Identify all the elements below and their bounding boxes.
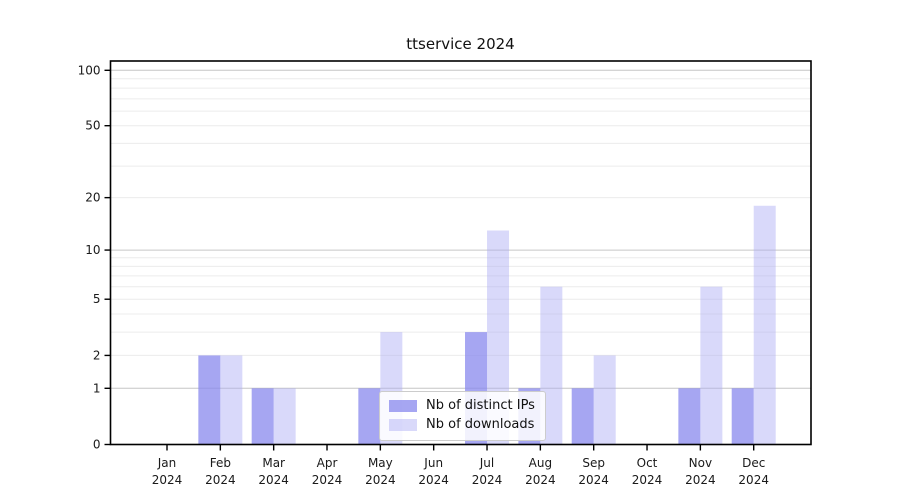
legend-swatch-distinct-ips (389, 400, 417, 412)
y-tick-label-10: 10 (85, 243, 100, 257)
x-tick-label-mar: Mar (262, 456, 285, 470)
x-tick-label-sep: Sep (582, 456, 605, 470)
bar-distinct-ips-mar (251, 388, 274, 445)
y-tick-label-20: 20 (85, 191, 100, 205)
x-tick-label-jan: Jan (157, 456, 177, 470)
bar-downloads-feb (220, 355, 243, 445)
y-tick-label-100: 100 (78, 63, 101, 77)
bar-distinct-ips-nov (678, 388, 701, 445)
legend-swatch-downloads (389, 419, 417, 431)
legend-item-downloads: Nb of downloads (389, 417, 535, 433)
x-tick-year-apr: 2024 (312, 473, 343, 487)
legend-item-distinct-ips: Nb of distinct IPs (389, 398, 535, 414)
x-tick-label-oct: Oct (637, 456, 658, 470)
x-tick-label-jun: Jun (423, 456, 443, 470)
x-tick-year-nov: 2024 (685, 473, 716, 487)
legend: Nb of distinct IPs Nb of downloads (379, 391, 546, 441)
x-tick-year-aug: 2024 (525, 473, 556, 487)
y-tick-label-5: 5 (93, 292, 101, 306)
x-tick-label-apr: Apr (317, 456, 338, 470)
bar-distinct-ips-sep (571, 388, 594, 445)
x-tick-label-jul: Jul (479, 456, 494, 470)
y-tick-label-0: 0 (93, 438, 101, 452)
x-tick-label-nov: Nov (689, 456, 712, 470)
bar-downloads-dec (753, 205, 776, 445)
x-tick-label-feb: Feb (210, 456, 231, 470)
x-tick-year-feb: 2024 (205, 473, 236, 487)
bar-distinct-ips-may (358, 388, 381, 445)
bar-downloads-sep (593, 355, 616, 445)
y-tick-label-1: 1 (93, 381, 101, 395)
bar-distinct-ips-dec (731, 388, 754, 445)
plot-border (109, 60, 812, 446)
x-tick-year-may: 2024 (365, 473, 396, 487)
bar-downloads-nov (700, 286, 723, 445)
x-tick-year-oct: 2024 (632, 473, 663, 487)
x-tick-year-sep: 2024 (578, 473, 609, 487)
x-tick-year-jan: 2024 (152, 473, 183, 487)
x-tick-label-may: May (368, 456, 393, 470)
legend-label-distinct-ips: Nb of distinct IPs (426, 398, 535, 413)
bar-distinct-ips-feb (198, 355, 221, 445)
x-tick-year-mar: 2024 (258, 473, 289, 487)
bar-downloads-mar (273, 388, 296, 445)
x-tick-label-aug: Aug (529, 456, 552, 470)
x-tick-label-dec: Dec (742, 456, 765, 470)
x-tick-year-jun: 2024 (418, 473, 449, 487)
x-tick-year-dec: 2024 (738, 473, 769, 487)
chart-title: ttservice 2024 (406, 35, 515, 53)
x-tick-year-jul: 2024 (472, 473, 503, 487)
y-tick-label-50: 50 (85, 119, 100, 133)
y-tick-label-2: 2 (93, 348, 101, 362)
legend-label-downloads: Nb of downloads (426, 417, 535, 432)
